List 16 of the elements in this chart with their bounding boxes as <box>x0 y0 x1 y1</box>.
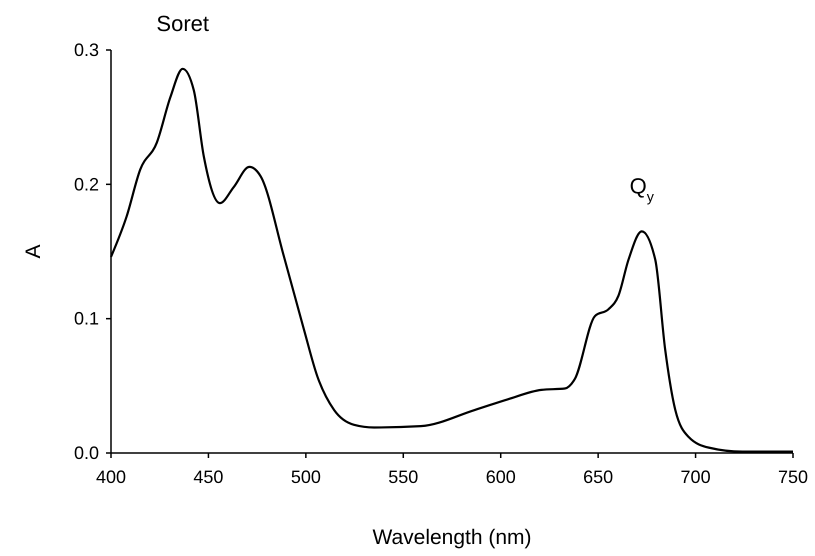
annotation: Soret <box>156 10 210 36</box>
x-tick-label: 700 <box>680 467 711 487</box>
x-tick-label: 550 <box>388 467 418 487</box>
x-tick-label: 600 <box>486 467 516 487</box>
x-tick-label: 450 <box>193 467 224 487</box>
x-axis-title: Wavelength (nm) <box>372 526 532 549</box>
x-tick-label: 650 <box>583 467 614 487</box>
y-tick-label: 0.2 <box>74 174 99 194</box>
annotation: Q$_{y}$ <box>630 173 655 206</box>
y-tick-label: 0.1 <box>74 308 99 329</box>
x-tick-label: 500 <box>290 467 321 487</box>
x-tick-label: 400 <box>96 467 126 487</box>
y-tick-label: 0.3 <box>74 40 99 60</box>
y-tick-label: 0.0 <box>74 443 99 463</box>
x-tick-label: 750 <box>778 467 808 487</box>
y-axis-title: A <box>22 244 45 259</box>
